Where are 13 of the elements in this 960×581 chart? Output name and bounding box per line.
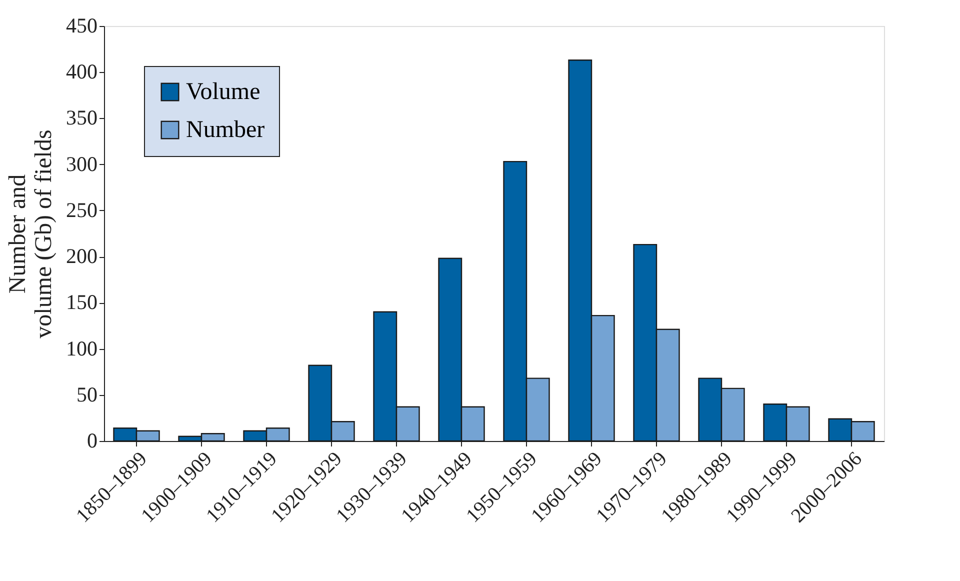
y-tick-label: 200 bbox=[66, 244, 98, 268]
legend-label: Volume bbox=[186, 79, 260, 105]
y-tick-label: 0 bbox=[87, 428, 98, 452]
y-tick-label: 150 bbox=[66, 290, 98, 314]
y-tick-label: 50 bbox=[76, 382, 98, 406]
y-tick-label: 100 bbox=[66, 336, 98, 360]
y-tick-label: 350 bbox=[66, 106, 98, 130]
y-axis-title: Number and volume (Gb) of fields bbox=[5, 130, 57, 338]
y-tick-label: 250 bbox=[66, 198, 98, 222]
y-tick-label: 300 bbox=[66, 152, 98, 176]
legend-label: Number bbox=[186, 117, 265, 143]
y-tick-label: 400 bbox=[66, 60, 98, 84]
y-tick-label: 450 bbox=[66, 14, 98, 38]
